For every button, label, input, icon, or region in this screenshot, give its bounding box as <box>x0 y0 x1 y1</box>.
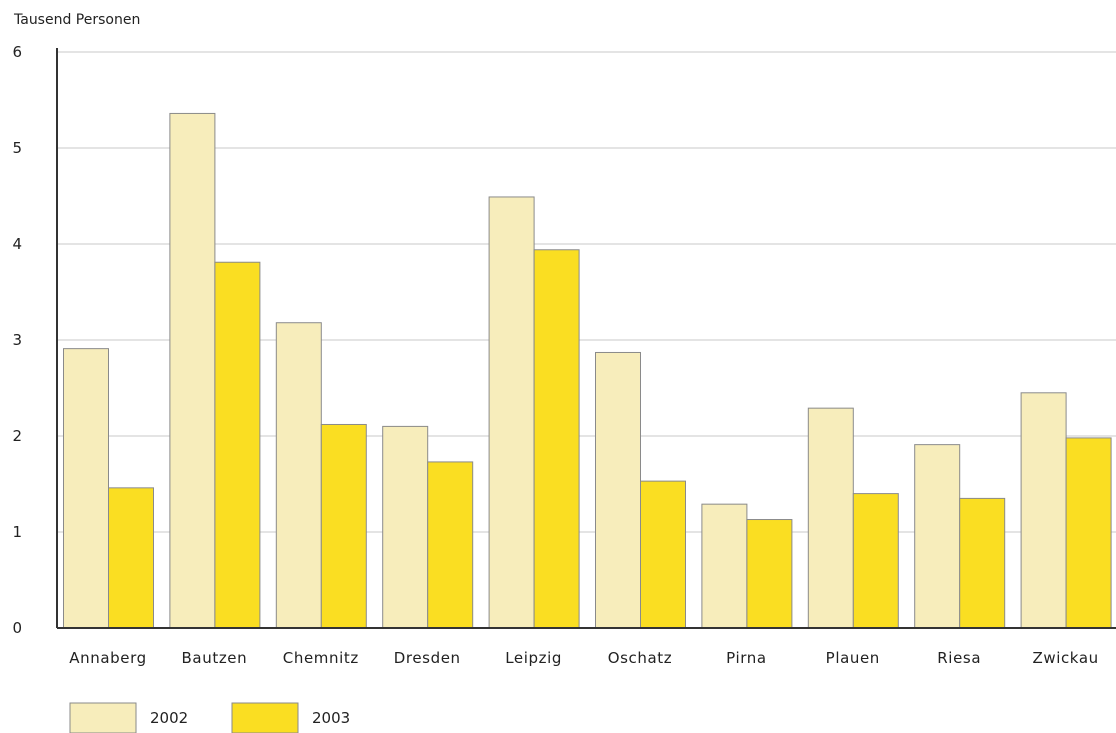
x-category-label: Annaberg <box>69 649 146 667</box>
x-category-label: Chemnitz <box>283 649 359 667</box>
bar-2002-leipzig <box>489 197 534 628</box>
bar-2003-zwickau <box>1066 438 1111 628</box>
y-tick-label: 0 <box>12 619 22 637</box>
bar-2002-annaberg <box>64 349 109 628</box>
bar-2002-pirna <box>702 504 747 628</box>
legend: 2002 2003 <box>70 703 350 733</box>
y-tick-label: 5 <box>12 139 22 157</box>
x-category-label: Zwickau <box>1032 649 1098 667</box>
x-category-label: Dresden <box>394 649 461 667</box>
x-category-labels: Annaberg Bautzen Chemnitz Dresden Leipzig Osc… <box>69 649 1098 667</box>
y-tick-labels: 0 1 2 3 4 5 6 <box>12 43 22 637</box>
legend-swatch-2003 <box>232 703 298 733</box>
bar-2002-dresden <box>383 426 428 628</box>
bar-2003-bautzen <box>215 262 260 628</box>
bar-2003-annaberg <box>109 488 154 628</box>
y-tick-label: 1 <box>12 523 22 541</box>
x-category-label: Pirna <box>726 649 767 667</box>
bar-2002-riesa <box>915 445 960 628</box>
y-tick-label: 3 <box>12 331 22 349</box>
bar-2003-chemnitz <box>321 424 366 628</box>
x-category-label: Bautzen <box>182 649 248 667</box>
bar-2003-dresden <box>428 462 473 628</box>
y-tick-label: 4 <box>12 235 22 253</box>
x-category-label: Leipzig <box>505 649 562 667</box>
bar-2002-plauen <box>808 408 853 628</box>
bar-2003-oschatz <box>641 481 686 628</box>
x-category-label: Plauen <box>826 649 880 667</box>
bar-2002-oschatz <box>596 352 641 628</box>
x-category-label: Riesa <box>937 649 981 667</box>
bars <box>64 113 1112 628</box>
bar-2003-pirna <box>747 520 792 628</box>
legend-swatch-2002 <box>70 703 136 733</box>
bar-2002-bautzen <box>170 113 215 628</box>
bar-2003-riesa <box>960 498 1005 628</box>
x-category-label: Oschatz <box>608 649 673 667</box>
y-tick-label: 2 <box>12 427 22 445</box>
legend-label-2002: 2002 <box>150 709 188 727</box>
y-tick-label: 6 <box>12 43 22 61</box>
legend-label-2003: 2003 <box>312 709 350 727</box>
bar-2003-plauen <box>853 494 898 628</box>
bar-2002-chemnitz <box>276 323 321 628</box>
bar-2003-leipzig <box>534 250 579 628</box>
y-axis-unit-label: Tausend Personen <box>13 12 140 28</box>
bar-2002-zwickau <box>1021 393 1066 628</box>
